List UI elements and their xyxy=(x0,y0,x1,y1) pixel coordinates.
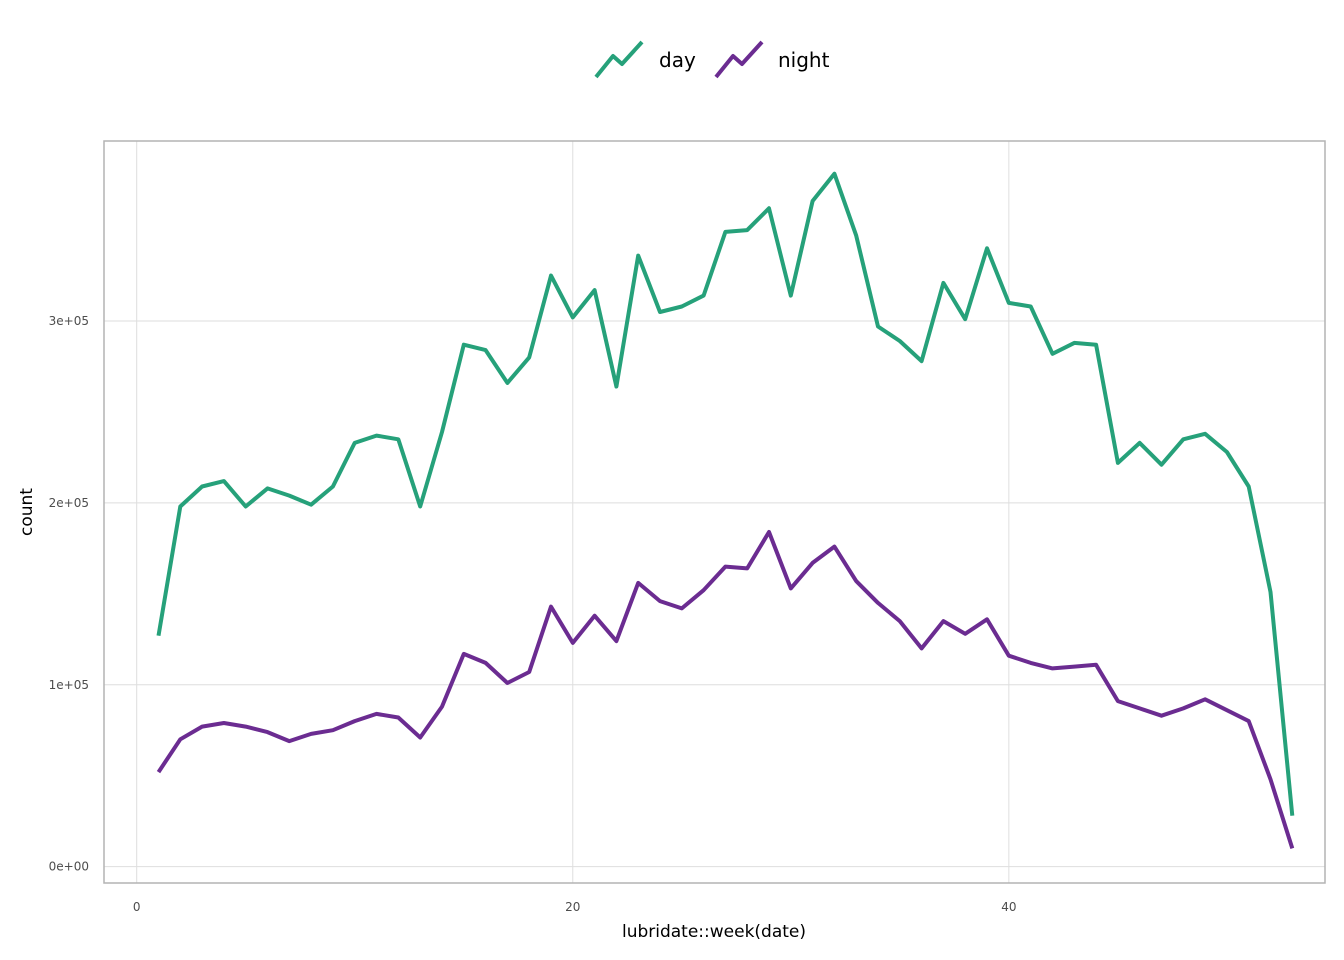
legend-item-day: day xyxy=(594,40,696,79)
y-axis-ticks: 0e+00 1e+05 2e+05 3e+05 xyxy=(49,314,89,874)
y-tick-label: 0e+00 xyxy=(49,860,89,874)
x-axis-ticks: 0 20 40 xyxy=(133,900,1017,914)
x-tick-label: 40 xyxy=(1001,900,1016,914)
y-tick-label: 1e+05 xyxy=(49,678,89,692)
series-line-night xyxy=(156,530,1295,850)
x-axis-title: lubridate::week(date) xyxy=(622,922,806,942)
x-tick-label: 0 xyxy=(133,900,141,914)
y-tick-label: 3e+05 xyxy=(49,314,89,328)
legend-item-night: night xyxy=(714,40,830,79)
legend-key-day xyxy=(594,40,644,79)
y-tick-label: 2e+05 xyxy=(49,496,89,510)
series-line-day xyxy=(156,171,1295,816)
legend-swatch-night xyxy=(714,40,764,79)
legend: day night xyxy=(594,40,830,79)
legend-swatch-day xyxy=(594,40,644,79)
y-axis-title: count xyxy=(17,488,37,536)
legend-label-day: day xyxy=(659,48,696,72)
plot-panel-border xyxy=(103,140,1326,884)
series-lines xyxy=(156,171,1295,850)
x-tick-label: 20 xyxy=(565,900,580,914)
legend-key-night xyxy=(714,40,764,79)
legend-label-night: night xyxy=(778,48,830,72)
